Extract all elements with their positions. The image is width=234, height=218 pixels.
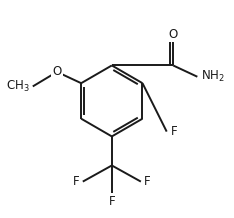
Text: F: F <box>73 175 80 188</box>
Text: CH$_3$: CH$_3$ <box>6 79 29 94</box>
Text: O: O <box>168 28 178 41</box>
Text: F: F <box>171 125 177 138</box>
Text: F: F <box>144 175 151 188</box>
Text: F: F <box>109 194 115 208</box>
Text: NH$_2$: NH$_2$ <box>201 69 224 84</box>
Text: O: O <box>52 65 62 78</box>
